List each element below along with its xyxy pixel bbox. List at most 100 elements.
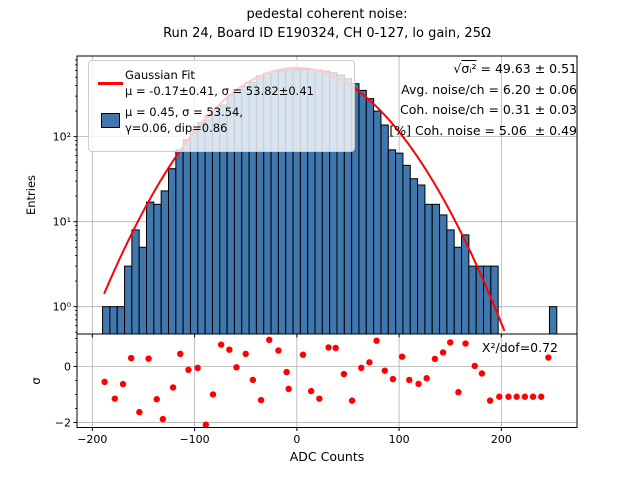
residual-point xyxy=(545,354,552,361)
residual-point xyxy=(283,368,290,376)
axis-ticks: −200 −100 0 100 200 10⁰ 10¹ 10² 0 −2 xyxy=(53,59,512,446)
histogram-bar xyxy=(160,190,169,334)
histogram-bar xyxy=(182,139,191,334)
residual-point xyxy=(358,364,365,372)
histogram-bar xyxy=(138,246,148,334)
histogram-bar xyxy=(461,234,470,334)
residual-point xyxy=(431,355,439,363)
residual-point xyxy=(529,393,537,400)
residual-point xyxy=(217,341,225,348)
histogram-bar xyxy=(417,184,426,334)
histogram-bar xyxy=(548,306,558,334)
histogram-swatch-column xyxy=(95,112,125,128)
residual-point xyxy=(299,351,307,358)
residual-point xyxy=(486,397,494,404)
residual-point xyxy=(185,366,192,374)
radical-value: = 49.63 ± 0.51 xyxy=(476,61,578,76)
legend: Gaussian Fit μ = -0.17±0.41, σ = 53.82±0… xyxy=(88,60,355,152)
residual-point xyxy=(177,350,184,358)
residual-point xyxy=(169,384,177,391)
residual-y-axis-label: σ xyxy=(29,377,43,385)
avg-noise-annotation: Avg. noise/ch = 6.20 ± 0.06 xyxy=(401,81,577,97)
histogram-bar xyxy=(358,89,367,334)
tick-label: 200 xyxy=(491,433,512,446)
histogram-bar xyxy=(387,149,397,334)
histogram-bar xyxy=(365,98,375,334)
gaussian-fit-line-swatch xyxy=(97,81,123,85)
histogram-params-line1: μ = 0.45, σ = 53.54, xyxy=(125,105,243,119)
histogram-bar xyxy=(453,246,463,334)
residual-point xyxy=(119,380,127,388)
noise-stats-annotations: √σᵢ² = 49.63 ± 0.51 Avg. noise/ch = 6.20… xyxy=(389,59,577,141)
residual-point xyxy=(332,344,339,352)
residual-point xyxy=(389,375,397,383)
residual-point xyxy=(275,347,282,354)
histogram-bar xyxy=(446,229,455,334)
histogram-bar xyxy=(131,229,140,334)
gaussian-fit-params: μ = -0.17±0.41, σ = 53.82±0.41 xyxy=(125,84,314,98)
histogram-bar xyxy=(116,306,126,334)
gaussian-fit-label: Gaussian Fit xyxy=(125,68,195,82)
histogram-bar xyxy=(483,265,492,334)
histogram-bar xyxy=(109,306,118,334)
residual-point xyxy=(194,364,201,372)
residual-point xyxy=(406,376,413,384)
residual-point xyxy=(462,340,469,347)
residual-point xyxy=(513,393,520,400)
histogram-bar xyxy=(439,214,448,334)
chi2-annotation: X²/dof=0.72 xyxy=(481,340,558,355)
figure-title-line1: pedestal coherent noise: xyxy=(246,7,408,22)
radicand: σᵢ² xyxy=(461,61,477,76)
histogram-bar xyxy=(167,168,177,334)
pct-coh-noise-annotation: [%] Coh. noise = 5.06 ± 0.49 xyxy=(389,122,577,138)
residual-point xyxy=(316,395,323,402)
histogram-bar xyxy=(380,124,389,334)
histogram-bar xyxy=(124,265,133,334)
tick-label: −200 xyxy=(77,433,107,446)
residual-point xyxy=(381,367,388,374)
residual-point xyxy=(101,378,108,386)
radical-sign: √ xyxy=(453,61,462,76)
tick-label: −100 xyxy=(179,433,209,446)
legend-entry-histogram: μ = 0.45, σ = 53.54, γ=0.06, dip=0.86 xyxy=(95,104,346,136)
figure-title: pedestal coherent noise: Run 24, Board I… xyxy=(77,5,577,43)
residual-point xyxy=(366,359,373,366)
tick-label: 0 xyxy=(293,433,300,446)
main-y-axis-label: Entries xyxy=(24,174,38,216)
residual-point xyxy=(136,408,143,416)
residual-point xyxy=(285,385,292,393)
histogram-bar xyxy=(153,203,162,334)
tick-label: 10⁰ xyxy=(53,301,72,314)
histogram-bar xyxy=(409,178,419,334)
histogram-bar xyxy=(424,203,433,334)
histogram-patch-swatch xyxy=(100,112,120,128)
residual-point xyxy=(266,336,273,344)
residual-point xyxy=(439,349,447,356)
histogram-bar xyxy=(395,152,404,334)
residual-point xyxy=(340,370,348,378)
residual-point xyxy=(127,354,135,362)
histogram-bar xyxy=(431,203,441,334)
residual-point xyxy=(478,370,486,377)
tick-label: 0 xyxy=(64,360,71,373)
residual-point xyxy=(415,380,422,388)
residual-point xyxy=(202,421,210,428)
residual-point xyxy=(496,393,503,400)
residual-point xyxy=(233,364,240,371)
residual-point xyxy=(307,387,315,395)
histogram-bar xyxy=(468,265,477,334)
residual-point xyxy=(538,393,545,400)
residual-point xyxy=(209,391,217,398)
figure-title-line2: Run 24, Board ID E190324, CH 0-127, lo g… xyxy=(163,26,491,41)
residual-point xyxy=(111,395,119,402)
tick-label: 10² xyxy=(53,131,71,144)
tick-label: 100 xyxy=(389,433,410,446)
tick-label: 10¹ xyxy=(53,216,71,229)
residual-point xyxy=(471,362,478,370)
histogram-bar xyxy=(102,306,111,334)
residual-point xyxy=(153,396,160,403)
histogram-bar xyxy=(373,110,382,334)
coh-noise-annotation: Coh. noise/ch = 0.31 ± 0.03 xyxy=(399,102,577,117)
residual-point xyxy=(398,353,406,360)
residual-point xyxy=(257,396,265,404)
